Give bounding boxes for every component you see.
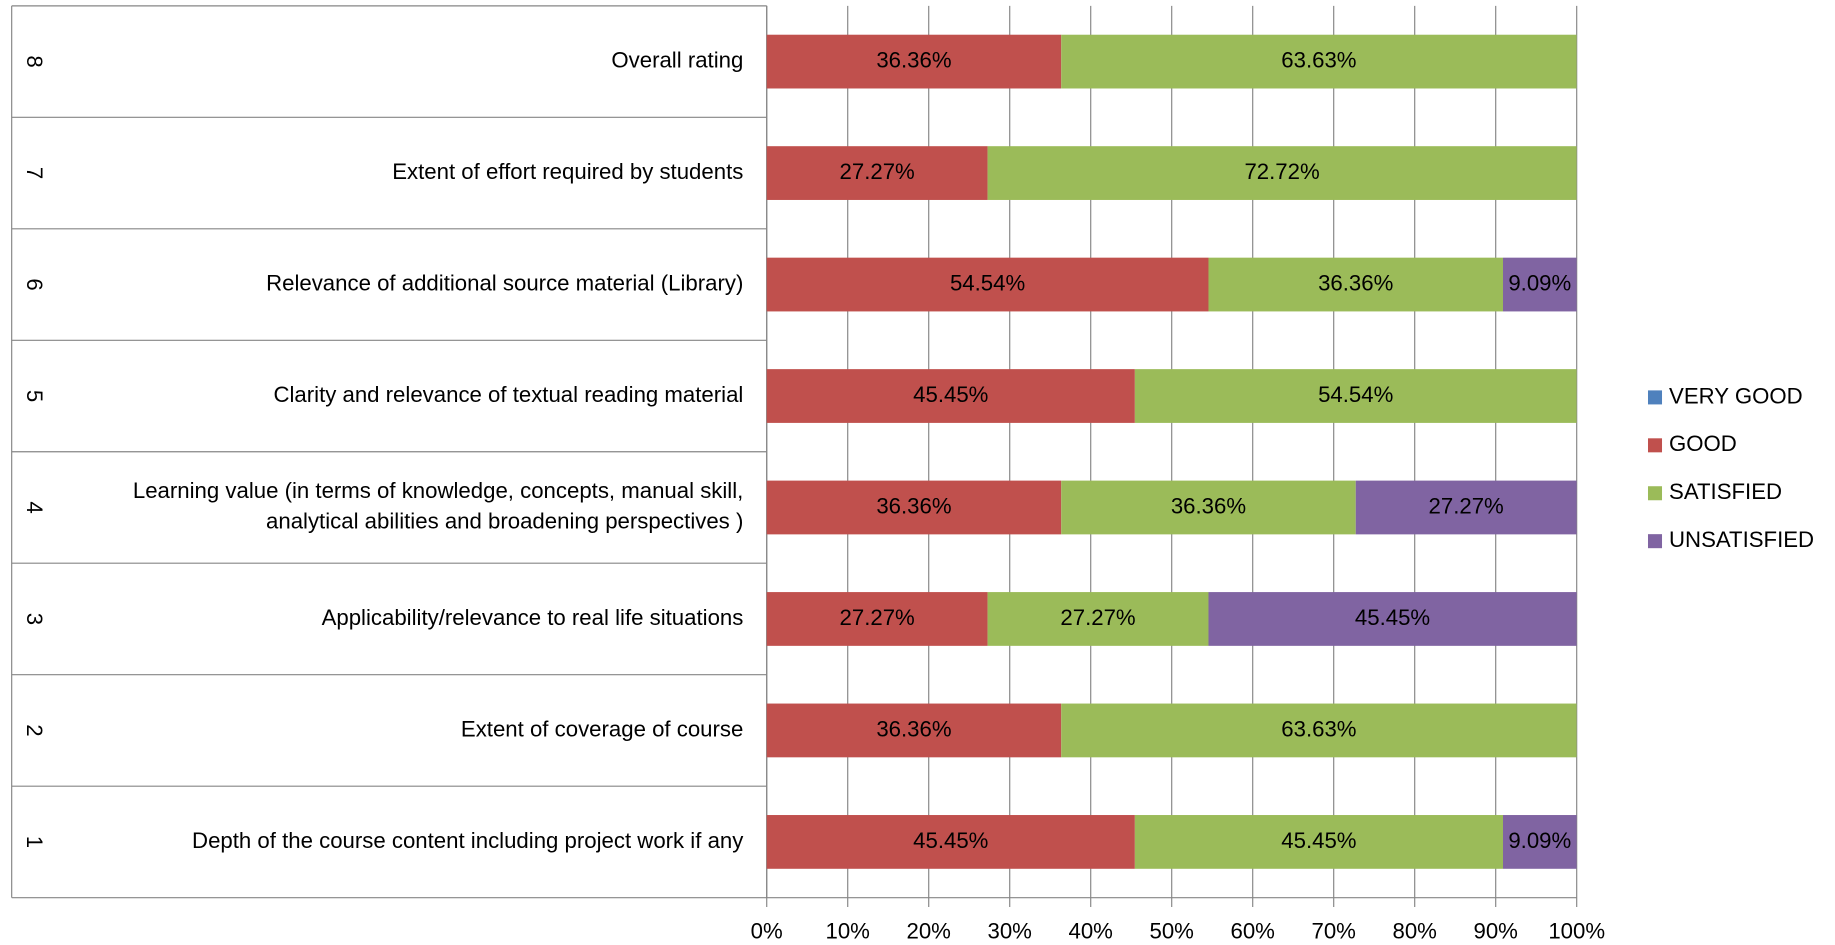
data-label: 36.36% xyxy=(1318,270,1393,295)
x-tick-label: 40% xyxy=(1069,919,1113,944)
bar-segment xyxy=(1061,703,1577,758)
legend-label: GOOD xyxy=(1669,431,1737,456)
data-label: 54.54% xyxy=(950,270,1025,295)
x-tick-label: 90% xyxy=(1473,919,1517,944)
category-number: 4 xyxy=(22,501,47,513)
category-label: Learning value (in terms of knowledge, c… xyxy=(133,478,743,503)
bar-segment xyxy=(766,146,988,200)
x-tick-label: 50% xyxy=(1150,919,1194,944)
category-label: Depth of the course content including pr… xyxy=(192,828,744,853)
bar-segment xyxy=(766,369,1135,423)
bar-segment xyxy=(1355,480,1577,535)
category-label: Applicability/relevance to real life sit… xyxy=(322,605,744,630)
bar-segment xyxy=(1134,815,1503,869)
data-label: 36.36% xyxy=(876,47,951,72)
data-label: 63.63% xyxy=(1281,47,1356,72)
data-label: 45.45% xyxy=(913,828,988,853)
legend-swatch xyxy=(1647,390,1663,405)
x-tick-label: 60% xyxy=(1230,919,1274,944)
data-label: 63.63% xyxy=(1281,716,1356,741)
data-label: 9.09% xyxy=(1508,270,1571,295)
bar-segment xyxy=(1502,815,1577,869)
x-tick-label: 0% xyxy=(751,919,783,944)
bar-segment xyxy=(1208,257,1503,312)
bar-segment xyxy=(1061,480,1356,535)
data-label: 27.27% xyxy=(1060,605,1135,630)
bar-segment xyxy=(987,146,1577,200)
category-number: 3 xyxy=(22,613,47,625)
category-label: Extent of coverage of course xyxy=(461,716,743,741)
data-label: 27.27% xyxy=(840,159,915,184)
category-label: Overall rating xyxy=(611,47,743,72)
category-number: 8 xyxy=(22,55,47,67)
bar-segment xyxy=(1134,369,1577,423)
data-label: 45.45% xyxy=(913,382,988,407)
category-label: Clarity and relevance of textual reading… xyxy=(273,382,743,407)
bar-segment xyxy=(766,703,1062,758)
data-label: 27.27% xyxy=(840,605,915,630)
bar-segment xyxy=(766,480,1062,535)
category-label: analytical abilities and broadening pers… xyxy=(266,509,743,534)
category-number: 5 xyxy=(22,390,47,402)
category-label: Relevance of additional source material … xyxy=(266,270,743,295)
legend-label: UNSATISFIED xyxy=(1669,527,1814,552)
data-label: 72.72% xyxy=(1244,159,1319,184)
x-tick-label: 70% xyxy=(1311,919,1355,944)
category-number: 2 xyxy=(22,724,47,736)
bar-segment xyxy=(766,592,988,646)
bar-segment xyxy=(766,257,1209,312)
data-label: 36.36% xyxy=(1171,493,1246,518)
legend-swatch xyxy=(1647,486,1663,501)
bar-segment xyxy=(1502,257,1577,312)
x-tick-label: 80% xyxy=(1392,919,1436,944)
x-tick-label: 30% xyxy=(988,919,1032,944)
data-label: 54.54% xyxy=(1318,382,1393,407)
legend-swatch xyxy=(1647,534,1663,549)
legend-label: VERY GOOD xyxy=(1669,383,1803,408)
x-tick-label: 100% xyxy=(1548,919,1605,944)
bar-segment xyxy=(1061,34,1577,89)
data-label: 45.45% xyxy=(1355,605,1430,630)
data-label: 9.09% xyxy=(1508,828,1571,853)
legend-label: SATISFIED xyxy=(1669,479,1782,504)
x-tick-label: 20% xyxy=(907,919,951,944)
data-label: 27.27% xyxy=(1429,493,1504,518)
category-number: 6 xyxy=(22,278,47,290)
bar-segment xyxy=(766,34,1062,89)
data-label: 36.36% xyxy=(876,716,951,741)
x-tick-label: 10% xyxy=(826,919,870,944)
data-label: 45.45% xyxy=(1281,828,1356,853)
category-number: 1 xyxy=(22,836,47,848)
category-number: 7 xyxy=(22,167,47,179)
data-label: 36.36% xyxy=(876,493,951,518)
bar-segment xyxy=(987,592,1209,646)
legend-swatch xyxy=(1647,438,1663,453)
bar-segment xyxy=(766,815,1135,869)
bar-segment xyxy=(1208,592,1577,646)
category-label: Extent of effort required by students xyxy=(392,159,743,184)
